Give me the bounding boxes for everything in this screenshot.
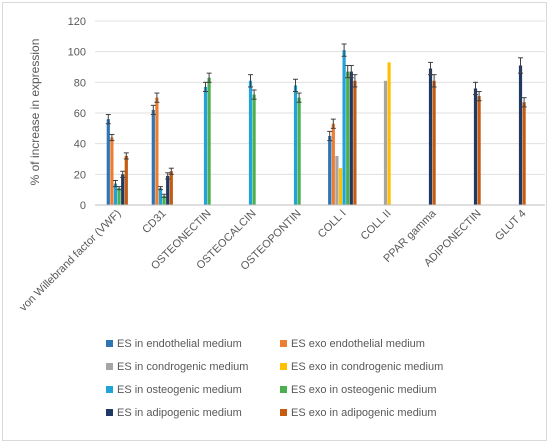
bar bbox=[383, 80, 388, 205]
legend-entry: ES in osteogenic medium bbox=[117, 384, 242, 396]
y-axis-ticks: 0 20 40 60 80 100 120 bbox=[68, 16, 86, 212]
bars bbox=[106, 50, 526, 206]
y-tick-label: 60 bbox=[74, 108, 86, 120]
bar bbox=[203, 86, 208, 205]
bar bbox=[349, 71, 353, 205]
chart-frame bbox=[2, 2, 547, 441]
x-tick-label: von Willebrand factor (VWF) bbox=[17, 208, 123, 314]
y-tick-label: 80 bbox=[74, 77, 86, 89]
bar bbox=[117, 188, 121, 205]
bar bbox=[353, 80, 357, 205]
bar bbox=[155, 97, 159, 205]
bar bbox=[297, 97, 301, 205]
bar bbox=[106, 119, 110, 205]
bar bbox=[331, 123, 335, 205]
legend-entry: ES exo in osteogenic medium bbox=[291, 384, 437, 396]
y-tick-label: 40 bbox=[74, 139, 86, 151]
bar bbox=[428, 68, 433, 206]
bar bbox=[432, 80, 436, 205]
x-axis-ticks: von Willebrand factor (VWF) CD31OSTEONECT… bbox=[17, 207, 528, 314]
bar bbox=[338, 168, 343, 205]
legend-entry: ES exo in adipogenic medium bbox=[291, 407, 437, 419]
x-tick-label: COLL II bbox=[359, 208, 394, 243]
bar bbox=[207, 77, 211, 205]
legend-entry: ES in condrogenic medium bbox=[117, 361, 248, 373]
bar bbox=[387, 62, 391, 206]
bar bbox=[248, 80, 253, 205]
x-tick-label: CD31 bbox=[140, 208, 168, 236]
x-tick-label: GLUT 4 bbox=[493, 208, 529, 244]
legend-swatch bbox=[280, 409, 287, 416]
bar bbox=[113, 183, 118, 205]
legend-entry: ES exo endothelial medium bbox=[291, 338, 425, 350]
bar bbox=[328, 136, 332, 205]
bar bbox=[252, 94, 256, 205]
bar bbox=[522, 102, 526, 205]
y-tick-label: 20 bbox=[74, 169, 86, 181]
y-axis-title: % of increase in expression bbox=[28, 39, 42, 186]
bar bbox=[158, 188, 163, 205]
legend-entry: ES exo in condrogenic medium bbox=[291, 361, 443, 373]
bar bbox=[477, 96, 481, 205]
legend-swatch bbox=[280, 340, 287, 347]
bar bbox=[346, 71, 350, 205]
legend-swatch bbox=[106, 340, 113, 347]
bar bbox=[121, 174, 125, 205]
bar bbox=[166, 175, 170, 205]
y-tick-label: 120 bbox=[68, 16, 86, 28]
bar bbox=[169, 171, 173, 205]
bar bbox=[335, 155, 339, 205]
y-tick-label: 0 bbox=[80, 200, 86, 212]
error-bars bbox=[105, 43, 527, 198]
legend-swatch bbox=[106, 386, 113, 393]
bar bbox=[473, 88, 478, 205]
legend-swatch bbox=[106, 409, 113, 416]
bar bbox=[293, 85, 298, 205]
bar bbox=[162, 195, 166, 205]
legend: ES in endothelial medium ES exo endotheli… bbox=[106, 338, 443, 419]
legend-swatch bbox=[280, 363, 287, 370]
legend-entry: ES in endothelial medium bbox=[117, 338, 242, 350]
legend-swatch bbox=[280, 386, 287, 393]
bar bbox=[124, 155, 128, 205]
bar bbox=[342, 50, 346, 206]
y-tick-label: 100 bbox=[68, 47, 86, 59]
bar bbox=[151, 109, 155, 205]
bar bbox=[518, 65, 523, 205]
x-tick-label: COLL I bbox=[316, 208, 349, 241]
legend-entry: ES in adipogenic medium bbox=[117, 407, 242, 419]
legend-swatch bbox=[106, 363, 113, 370]
bar bbox=[110, 137, 114, 205]
